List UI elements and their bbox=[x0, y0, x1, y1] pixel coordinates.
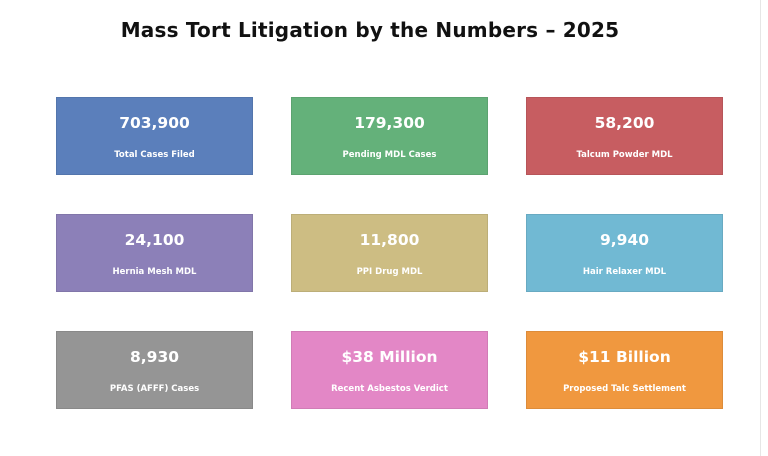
stat-card-grid: 703,900 Total Cases Filed 179,300 Pendin… bbox=[56, 97, 724, 410]
stat-card-recent-asbestos-verdict: $38 Million Recent Asbestos Verdict bbox=[291, 331, 488, 409]
stat-card-proposed-talc-settlement: $11 Billion Proposed Talc Settlement bbox=[526, 331, 723, 409]
stat-value: 24,100 bbox=[124, 231, 185, 249]
stat-card-ppi-drug-mdl: 11,800 PPI Drug MDL bbox=[291, 214, 488, 292]
stat-card-talcum-powder-mdl: 58,200 Talcum Powder MDL bbox=[526, 97, 723, 175]
stat-label: Hair Relaxer MDL bbox=[582, 267, 667, 277]
stat-label: Proposed Talc Settlement bbox=[563, 384, 686, 394]
stat-card-pending-mdl-cases: 179,300 Pending MDL Cases bbox=[291, 97, 488, 175]
stat-label: Talcum Powder MDL bbox=[576, 150, 673, 160]
stat-value: 703,900 bbox=[119, 114, 190, 132]
stat-value: 179,300 bbox=[354, 114, 425, 132]
stat-value: $11 Billion bbox=[578, 348, 671, 366]
stat-label: Pending MDL Cases bbox=[342, 150, 437, 160]
stat-label: Recent Asbestos Verdict bbox=[331, 384, 448, 394]
stat-value: 11,800 bbox=[359, 231, 420, 249]
stat-value: 9,940 bbox=[599, 231, 650, 249]
stat-card-hernia-mesh-mdl: 24,100 Hernia Mesh MDL bbox=[56, 214, 253, 292]
stat-card-total-cases-filed: 703,900 Total Cases Filed bbox=[56, 97, 253, 175]
stat-label: Hernia Mesh MDL bbox=[112, 267, 197, 277]
stat-label: Total Cases Filed bbox=[114, 150, 195, 160]
stat-value: 58,200 bbox=[594, 114, 655, 132]
stat-label: PPI Drug MDL bbox=[356, 267, 423, 277]
stat-value: $38 Million bbox=[341, 348, 438, 366]
stat-label: PFAS (AFFF) Cases bbox=[109, 384, 200, 394]
stat-card-pfas-afff-cases: 8,930 PFAS (AFFF) Cases bbox=[56, 331, 253, 409]
edge-divider bbox=[760, 0, 761, 456]
chart-title: Mass Tort Litigation by the Numbers – 20… bbox=[120, 18, 620, 42]
stat-value: 8,930 bbox=[129, 348, 180, 366]
stat-card-hair-relaxer-mdl: 9,940 Hair Relaxer MDL bbox=[526, 214, 723, 292]
